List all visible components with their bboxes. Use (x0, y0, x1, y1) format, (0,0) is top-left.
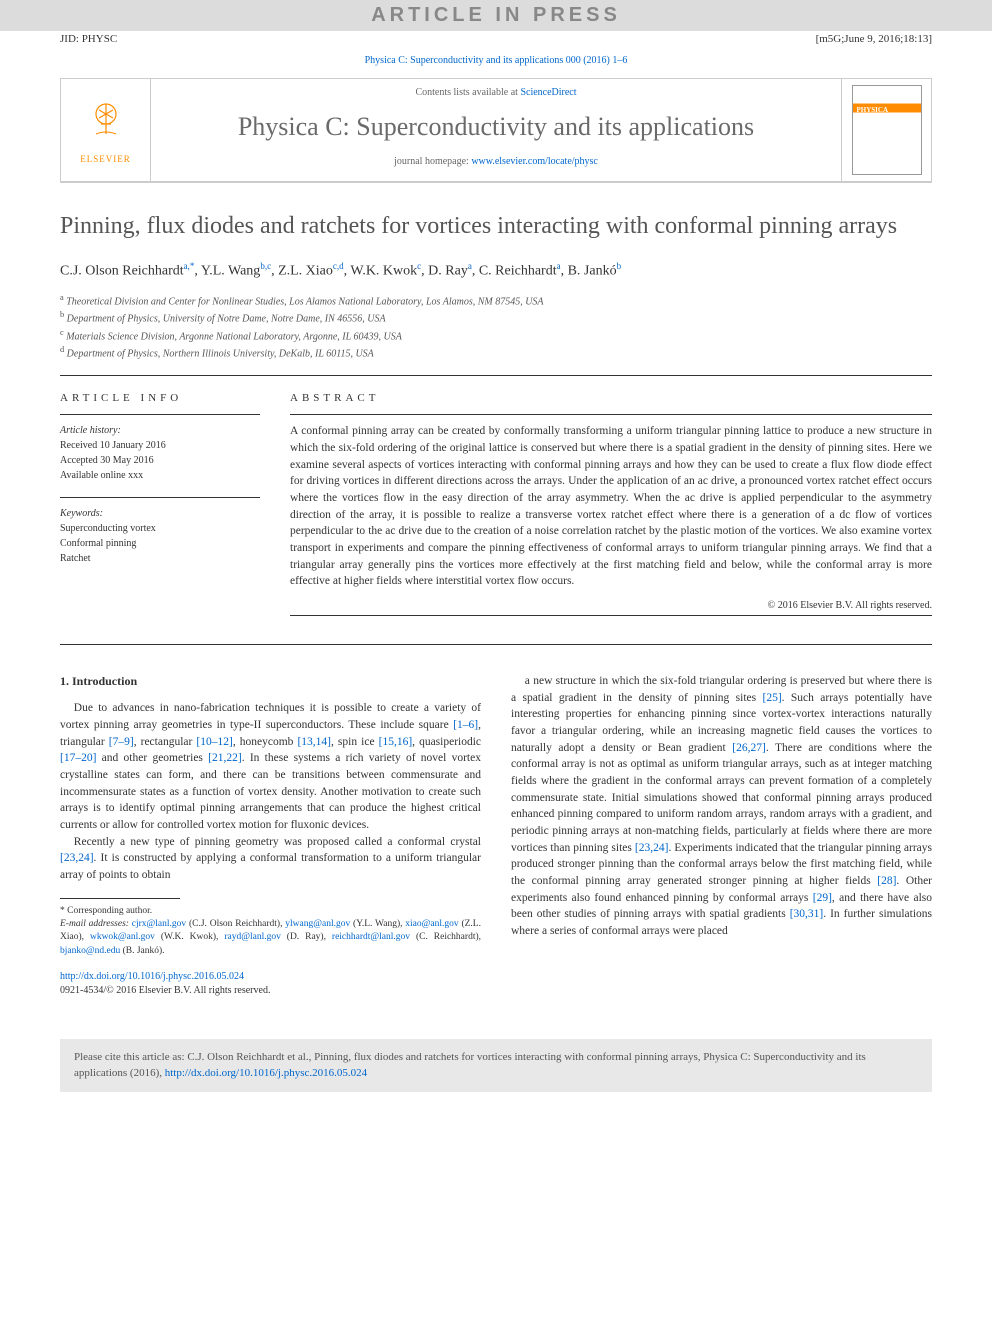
separator (60, 497, 260, 498)
article-in-press-bar: ARTICLE IN PRESS (0, 0, 992, 31)
elsevier-logo: ELSEVIER (61, 79, 151, 181)
abstract-copyright: © 2016 Elsevier B.V. All rights reserved… (290, 600, 932, 611)
intro-heading: 1. Introduction (60, 673, 481, 690)
elsevier-tree-icon (81, 96, 131, 154)
keyword-2: Conformal pinning (60, 536, 260, 551)
separator (60, 644, 932, 645)
citation-top: Physica C: Superconductivity and its app… (0, 47, 992, 70)
affiliation-b: b Department of Physics, University of N… (60, 309, 932, 326)
affiliation-c: c Materials Science Division, Argonne Na… (60, 327, 932, 344)
article-info-label: ARTICLE INFO (60, 392, 260, 404)
keywords-block: Keywords: Superconducting vortex Conform… (60, 506, 260, 566)
email-label: E-mail addresses: (60, 919, 129, 929)
footnotes: * Corresponding author. E-mail addresses… (60, 905, 481, 958)
jid-right: [m5G;June 9, 2016;18:13] (816, 33, 932, 45)
authors-list: C.J. Olson Reichhardta,*, Y.L. Wangb,c, … (60, 260, 932, 282)
intro-paragraph-3: a new structure in which the six-fold tr… (511, 673, 932, 940)
cover-image (852, 85, 922, 175)
footnote-separator (60, 898, 180, 899)
abstract-label: ABSTRACT (290, 392, 932, 404)
affiliation-a: a Theoretical Division and Center for No… (60, 292, 932, 309)
abstract-column: ABSTRACT A conformal pinning array can b… (290, 392, 932, 624)
doi-link[interactable]: http://dx.doi.org/10.1016/j.physc.2016.0… (60, 971, 244, 982)
jid-row: JID: PHYSC [m5G;June 9, 2016;18:13] (0, 31, 992, 47)
homepage-link[interactable]: www.elsevier.com/locate/physc (471, 156, 598, 167)
contents-prefix: Contents lists available at (415, 87, 520, 98)
journal-name: Physica C: Superconductivity and its app… (159, 98, 833, 156)
accepted-date: Accepted 30 May 2016 (60, 453, 260, 468)
email-addresses: E-mail addresses: cjrx@lanl.gov (C.J. Ol… (60, 918, 481, 958)
affiliation-d: d Department of Physics, Northern Illino… (60, 344, 932, 361)
article-title: Pinning, flux diodes and ratchets for vo… (60, 211, 932, 242)
body-columns: 1. Introduction Due to advances in nano-… (60, 673, 932, 999)
cover-thumbnail (841, 79, 931, 181)
corresponding-author: * Corresponding author. (60, 905, 481, 918)
homepage-prefix: journal homepage: (394, 156, 471, 167)
jid-left: JID: PHYSC (60, 33, 117, 45)
separator (60, 414, 260, 415)
article-info-column: ARTICLE INFO Article history: Received 1… (60, 392, 260, 624)
keyword-1: Superconducting vortex (60, 521, 260, 536)
issn-copyright: 0921-4534/© 2016 Elsevier B.V. All right… (60, 985, 270, 996)
history-label: Article history: (60, 423, 260, 438)
abstract-text: A conformal pinning array can be created… (290, 423, 932, 590)
doi-block: http://dx.doi.org/10.1016/j.physc.2016.0… (60, 970, 481, 999)
journal-header-box: ELSEVIER Contents lists available at Sci… (60, 78, 932, 183)
affiliations: a Theoretical Division and Center for No… (60, 292, 932, 361)
sciencedirect-link[interactable]: ScienceDirect (520, 87, 576, 98)
contents-lists: Contents lists available at ScienceDirec… (159, 87, 833, 98)
intro-paragraph-2: Recently a new type of pinning geometry … (60, 834, 481, 884)
article-history: Article history: Received 10 January 201… (60, 423, 260, 483)
received-date: Received 10 January 2016 (60, 438, 260, 453)
cite-doi-link[interactable]: http://dx.doi.org/10.1016/j.physc.2016.0… (165, 1067, 367, 1079)
separator (290, 414, 932, 415)
keyword-3: Ratchet (60, 551, 260, 566)
available-date: Available online xxx (60, 468, 260, 483)
elsevier-text: ELSEVIER (80, 154, 131, 164)
journal-homepage: journal homepage: www.elsevier.com/locat… (159, 156, 833, 167)
header-center: Contents lists available at ScienceDirec… (151, 79, 841, 181)
intro-paragraph-1: Due to advances in nano-fabrication tech… (60, 700, 481, 833)
separator (290, 615, 932, 616)
keywords-label: Keywords: (60, 506, 260, 521)
cite-box: Please cite this article as: C.J. Olson … (60, 1039, 932, 1092)
separator (60, 375, 932, 376)
